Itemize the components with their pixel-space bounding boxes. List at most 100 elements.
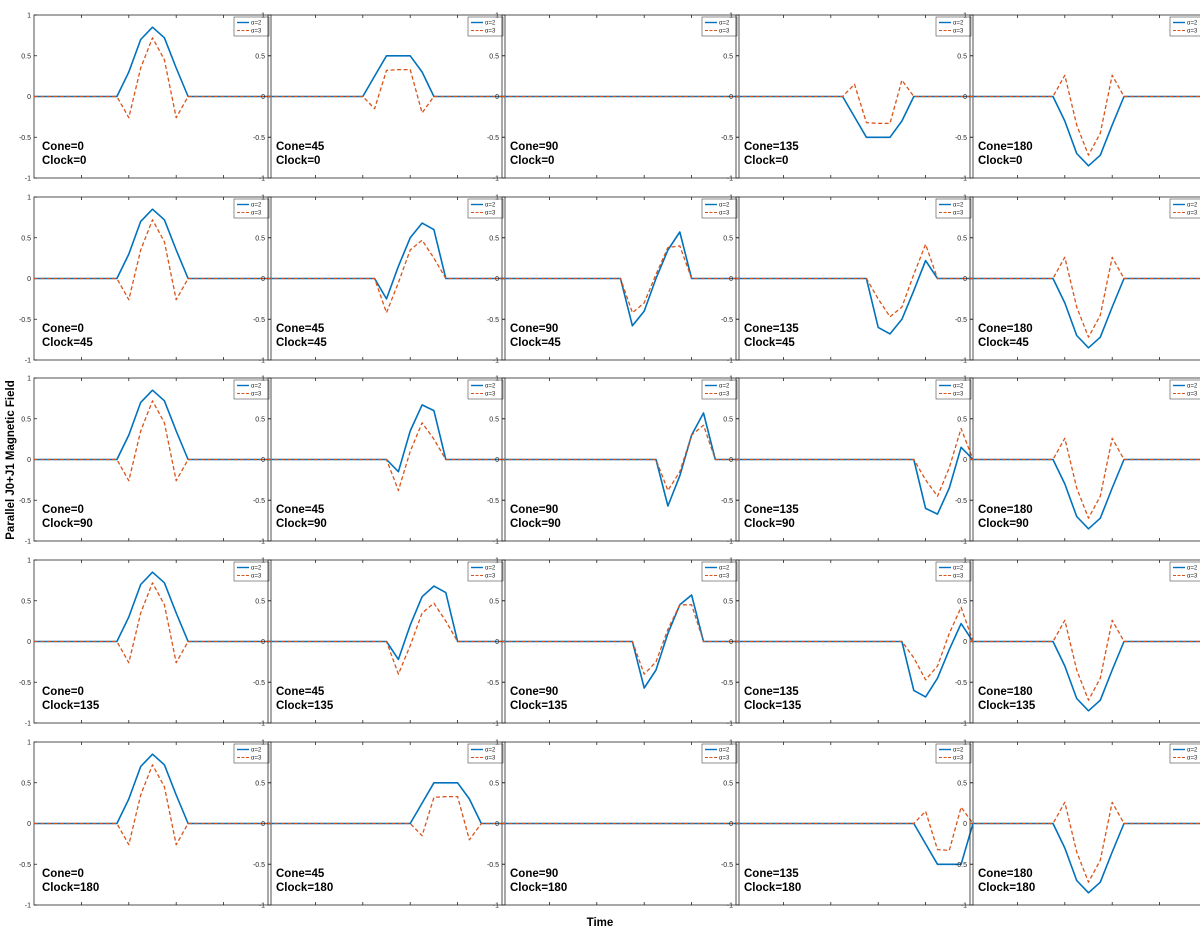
y-tick-label: 0.5	[21, 780, 31, 787]
legend-entry: α=2	[251, 566, 262, 572]
clock-annotation: Clock=45	[276, 337, 327, 349]
y-tick-label: -0.5	[19, 680, 31, 687]
legend-entry: α=2	[719, 748, 730, 754]
legend-entry: α=3	[251, 211, 262, 217]
clock-annotation: Clock=90	[276, 518, 327, 530]
legend-entry: α=2	[719, 21, 730, 27]
y-tick-label: -1	[727, 721, 733, 728]
legend-entry: α=2	[251, 384, 262, 390]
y-tick-label: -1	[727, 903, 733, 910]
legend-entry: α=3	[251, 392, 262, 398]
series-line-alpha-3	[736, 427, 974, 497]
y-tick-label: 0	[729, 94, 733, 101]
clock-annotation: Clock=135	[744, 700, 802, 712]
clock-annotation: Clock=90	[42, 518, 93, 530]
series-line-alpha-2	[268, 222, 505, 300]
y-tick-label: 0	[729, 821, 733, 828]
y-tick-label: -1	[493, 721, 499, 728]
legend-entry: α=2	[485, 748, 496, 754]
legend-entry: α=3	[953, 211, 964, 217]
clock-annotation: Clock=0	[42, 155, 86, 167]
legend-entry: α=3	[719, 211, 730, 217]
cone-annotation: Cone=90	[510, 323, 558, 335]
legend-entry: α=2	[1187, 384, 1198, 390]
series-line-alpha-3	[34, 37, 271, 119]
series-line-alpha-3	[502, 604, 739, 675]
legend-entry: α=2	[1187, 21, 1198, 27]
clock-annotation: Clock=135	[978, 700, 1036, 712]
legend-box	[701, 379, 738, 400]
legend-entry: α=2	[1187, 203, 1198, 209]
y-tick-label: 0.5	[723, 598, 733, 605]
y-tick-label: -0.5	[19, 135, 31, 142]
y-tick-label: -1	[259, 176, 265, 183]
legend-entry: α=3	[485, 756, 496, 762]
series-line-alpha-3	[736, 79, 973, 125]
y-tick-label: 0.5	[21, 53, 31, 60]
clock-annotation: Clock=0	[744, 155, 788, 167]
y-tick-label: 0	[963, 821, 967, 828]
series-line-alpha-3	[34, 219, 271, 301]
legend-entry: α=3	[719, 574, 730, 580]
legend-box	[935, 379, 972, 400]
cone-annotation: Cone=135	[744, 686, 799, 698]
y-tick-label: 0	[261, 639, 265, 646]
y-tick-label: 0.5	[957, 235, 967, 242]
y-tick-label: -1	[25, 539, 31, 546]
series-line-alpha-2	[268, 54, 505, 98]
clock-annotation: Clock=45	[744, 337, 795, 349]
y-tick-label: 0	[729, 276, 733, 283]
y-tick-label: -0.5	[955, 317, 967, 324]
cone-annotation: Cone=135	[744, 504, 799, 516]
legend-box	[1169, 198, 1200, 219]
legend-entry: α=3	[953, 29, 964, 35]
y-tick-label: 0	[261, 94, 265, 101]
series-line-alpha-3	[268, 422, 505, 492]
y-tick-label: 1	[27, 376, 31, 383]
y-tick-label: 0	[495, 821, 499, 828]
y-tick-label: 1	[261, 13, 265, 20]
legend-box	[701, 561, 738, 582]
y-tick-label: -1	[961, 176, 967, 183]
legend-entry: α=3	[1187, 211, 1198, 217]
clock-annotation: Clock=0	[276, 155, 320, 167]
x-axis-label: Time	[587, 917, 614, 929]
y-tick-label: 0.5	[723, 235, 733, 242]
y-tick-label: -0.5	[253, 680, 265, 687]
y-tick-label: 1	[963, 558, 967, 565]
y-tick-label: -1	[25, 176, 31, 183]
y-tick-label: -0.5	[721, 680, 733, 687]
legend-entry: α=3	[485, 574, 496, 580]
y-tick-label: -0.5	[955, 498, 967, 505]
clock-annotation: Clock=0	[510, 155, 554, 167]
clock-annotation: Clock=90	[510, 518, 561, 530]
cone-annotation: Cone=90	[510, 868, 558, 880]
cone-annotation: Cone=180	[978, 323, 1033, 335]
legend-entry: α=3	[953, 574, 964, 580]
cone-annotation: Cone=90	[510, 686, 558, 698]
y-tick-label: 0	[963, 276, 967, 283]
legend-entry: α=3	[719, 29, 730, 35]
y-tick-label: -1	[961, 721, 967, 728]
legend-box	[233, 743, 270, 764]
clock-annotation: Clock=45	[510, 337, 561, 349]
y-tick-label: 1	[963, 376, 967, 383]
legend-entry: α=3	[1187, 574, 1198, 580]
y-tick-label: 1	[729, 558, 733, 565]
y-tick-label: 0	[729, 457, 733, 464]
y-tick-label: 1	[729, 376, 733, 383]
y-tick-label: -1	[259, 539, 265, 546]
y-axis-label: Parallel J0+J1 Magnetic Field	[5, 380, 17, 539]
y-tick-label: 0	[963, 94, 967, 101]
cone-annotation: Cone=0	[42, 504, 84, 516]
panel-grid: -1-0.500.51α=2α=3Cone=0Clock=0-1-0.500.5…	[19, 13, 1200, 910]
y-tick-label: -1	[493, 358, 499, 365]
